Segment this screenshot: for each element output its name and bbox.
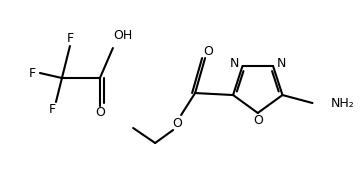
- Text: O: O: [172, 116, 182, 130]
- Text: NH₂: NH₂: [330, 97, 354, 109]
- Text: N: N: [230, 58, 239, 70]
- Text: O: O: [95, 106, 105, 120]
- Text: F: F: [66, 32, 73, 44]
- Text: OH: OH: [113, 28, 132, 42]
- Text: F: F: [48, 104, 55, 116]
- Text: N: N: [276, 58, 286, 70]
- Text: F: F: [28, 66, 36, 80]
- Text: O: O: [253, 115, 263, 127]
- Text: O: O: [203, 45, 213, 58]
